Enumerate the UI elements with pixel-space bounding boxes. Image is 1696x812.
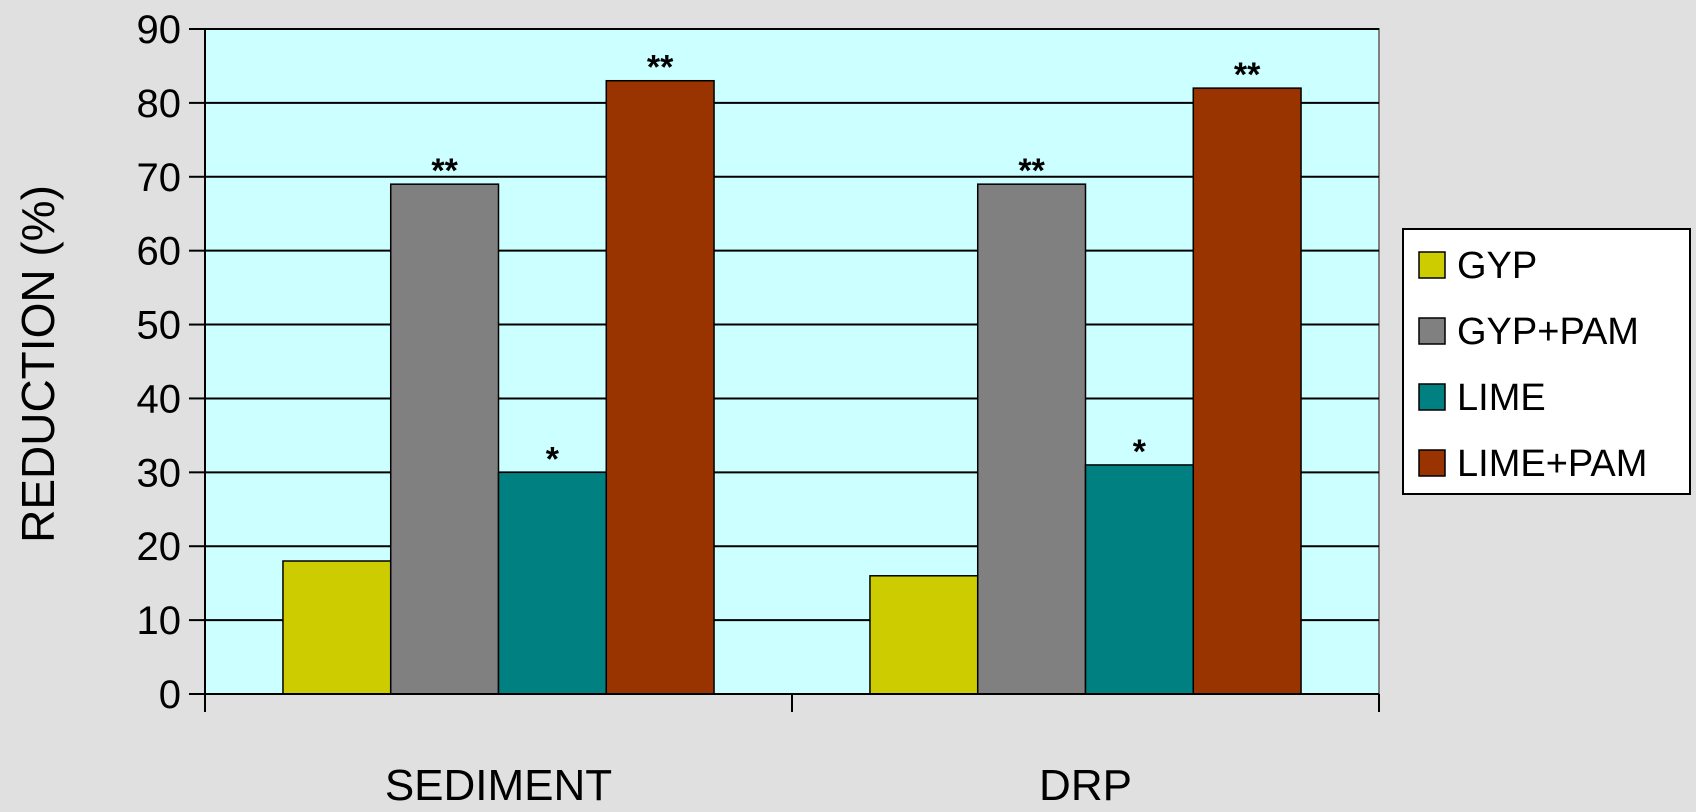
legend: GYP GYP+PAM LIME LIME+PAM <box>1402 228 1691 495</box>
x-category-label: SEDIMENT <box>385 761 612 807</box>
legend-label: LIME <box>1457 377 1546 419</box>
y-axis-title: REDUCTION (%) <box>12 185 64 543</box>
y-tick-label: 90 <box>137 8 182 52</box>
bar-gyp-pam-sediment <box>389 183 500 695</box>
legend-label: GYP <box>1457 245 1537 287</box>
significance-label: ** <box>1018 152 1045 190</box>
bars: ********** <box>282 49 1302 695</box>
significance-label: ** <box>647 49 674 87</box>
significance-label: ** <box>1234 56 1261 94</box>
bar-gyp-drp <box>869 575 979 695</box>
y-tick-label: 20 <box>137 525 182 569</box>
y-tick-label: 60 <box>137 230 182 274</box>
axes: 0 10 20 30 40 50 60 70 80 90 SEDIMENT DRP <box>137 8 1380 810</box>
legend-swatch <box>1418 383 1446 411</box>
legend-label: LIME+PAM <box>1457 443 1647 485</box>
legend-swatch <box>1418 449 1446 477</box>
bar-gyp-pam-drp <box>976 183 1087 695</box>
bar-gyp-sediment <box>282 560 392 695</box>
y-tick-label: 30 <box>137 451 182 495</box>
legend-swatch <box>1418 251 1446 279</box>
legend-label: GYP+PAM <box>1457 311 1639 353</box>
legend-swatch <box>1418 317 1446 345</box>
y-tick-label: 40 <box>137 377 182 421</box>
bar-lime-drp <box>1084 464 1195 695</box>
bar-lime-pam-drp <box>1192 87 1302 695</box>
y-tick-label: 0 <box>159 673 181 717</box>
y-tick-label: 80 <box>137 82 182 126</box>
y-tick-label: 70 <box>137 156 182 200</box>
x-category-label: DRP <box>1039 761 1132 807</box>
bar-lime-pam-sediment <box>605 79 715 695</box>
y-tick-label: 50 <box>137 304 182 348</box>
significance-label: * <box>1133 433 1147 471</box>
legend-box <box>1402 228 1691 495</box>
significance-label: ** <box>431 152 458 190</box>
significance-label: * <box>546 440 560 478</box>
y-tick-label: 10 <box>137 599 182 643</box>
bar-lime-sediment <box>497 471 608 695</box>
